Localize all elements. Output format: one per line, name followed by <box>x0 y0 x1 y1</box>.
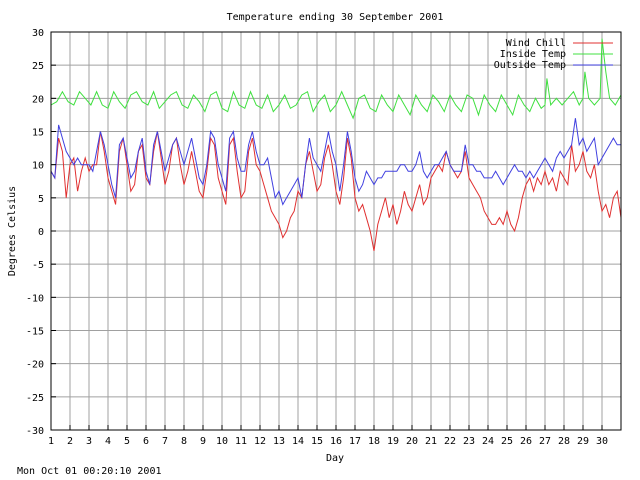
y-tick-label: -20 <box>26 360 44 371</box>
y-tick-label: -10 <box>26 293 44 304</box>
x-tick-label: 3 <box>86 436 92 447</box>
y-axis-label: Degrees Celsius <box>7 186 18 276</box>
x-axis-ticks: 1 2 3 4 5 6 7 8 9 10 11 12 13 14 15 16 17 18 19 20 21 22 23 24 2… <box>48 425 608 447</box>
x-tick-label: 16 <box>330 436 342 447</box>
x-tick-label: 6 <box>143 436 149 447</box>
x-tick-label: 28 <box>558 436 570 447</box>
x-tick-label: 1 <box>48 436 54 447</box>
x-tick-label: 25 <box>501 436 513 447</box>
x-tick-label: 9 <box>200 436 206 447</box>
x-tick-label: 14 <box>292 436 304 447</box>
legend-label: Inside Temp <box>500 49 566 60</box>
x-tick-label: 17 <box>349 436 361 447</box>
y-axis-ticks: -30 -25 -20 -15 -10 -5 0 5 10 15 20 25 30 <box>26 28 56 437</box>
x-tick-label: 15 <box>311 436 323 447</box>
y-tick-label: 15 <box>32 128 44 139</box>
plot-series <box>50 38 622 251</box>
x-tick-label: 27 <box>539 436 551 447</box>
x-tick-label: 21 <box>425 436 437 447</box>
y-tick-label: 20 <box>32 94 44 105</box>
y-tick-label: -30 <box>26 426 44 437</box>
y-tick-label: 5 <box>38 194 44 205</box>
x-tick-label: 7 <box>162 436 168 447</box>
x-tick-label: 5 <box>124 436 130 447</box>
y-tick-label: 0 <box>38 227 44 238</box>
y-tick-label: -5 <box>32 260 44 271</box>
series-line-outside-temp <box>50 118 621 206</box>
x-tick-label: 4 <box>105 436 111 447</box>
x-tick-label: 18 <box>368 436 380 447</box>
y-tick-label: 30 <box>32 28 44 39</box>
x-tick-label: 13 <box>273 436 285 447</box>
x-tick-label: 10 <box>216 436 228 447</box>
x-tick-label: 20 <box>406 436 418 447</box>
x-tick-label: 19 <box>387 436 399 447</box>
y-tick-label: -25 <box>26 393 44 404</box>
legend-label: Wind Chill <box>506 38 566 49</box>
x-tick-label: 8 <box>181 436 187 447</box>
y-tick-label: 10 <box>32 161 44 172</box>
series-line-wind-chill <box>50 131 622 251</box>
timestamp-footer: Mon Oct 01 00:20:10 2001 <box>17 466 162 477</box>
series-line-inside-temp <box>50 38 622 120</box>
y-tick-label: 25 <box>32 61 44 72</box>
x-axis-label: Day <box>326 453 344 464</box>
legend-label: Outside Temp <box>494 60 566 71</box>
chart-title: Temperature ending 30 September 2001 <box>227 12 444 23</box>
y-tick-label: -15 <box>26 327 44 338</box>
x-tick-label: 11 <box>235 436 247 447</box>
x-tick-label: 23 <box>463 436 475 447</box>
x-tick-label: 12 <box>254 436 266 447</box>
x-tick-label: 29 <box>577 436 589 447</box>
x-tick-label: 22 <box>444 436 456 447</box>
x-tick-label: 26 <box>520 436 532 447</box>
x-tick-label: 30 <box>596 436 608 447</box>
x-tick-label: 2 <box>67 436 73 447</box>
x-tick-label: 24 <box>482 436 494 447</box>
